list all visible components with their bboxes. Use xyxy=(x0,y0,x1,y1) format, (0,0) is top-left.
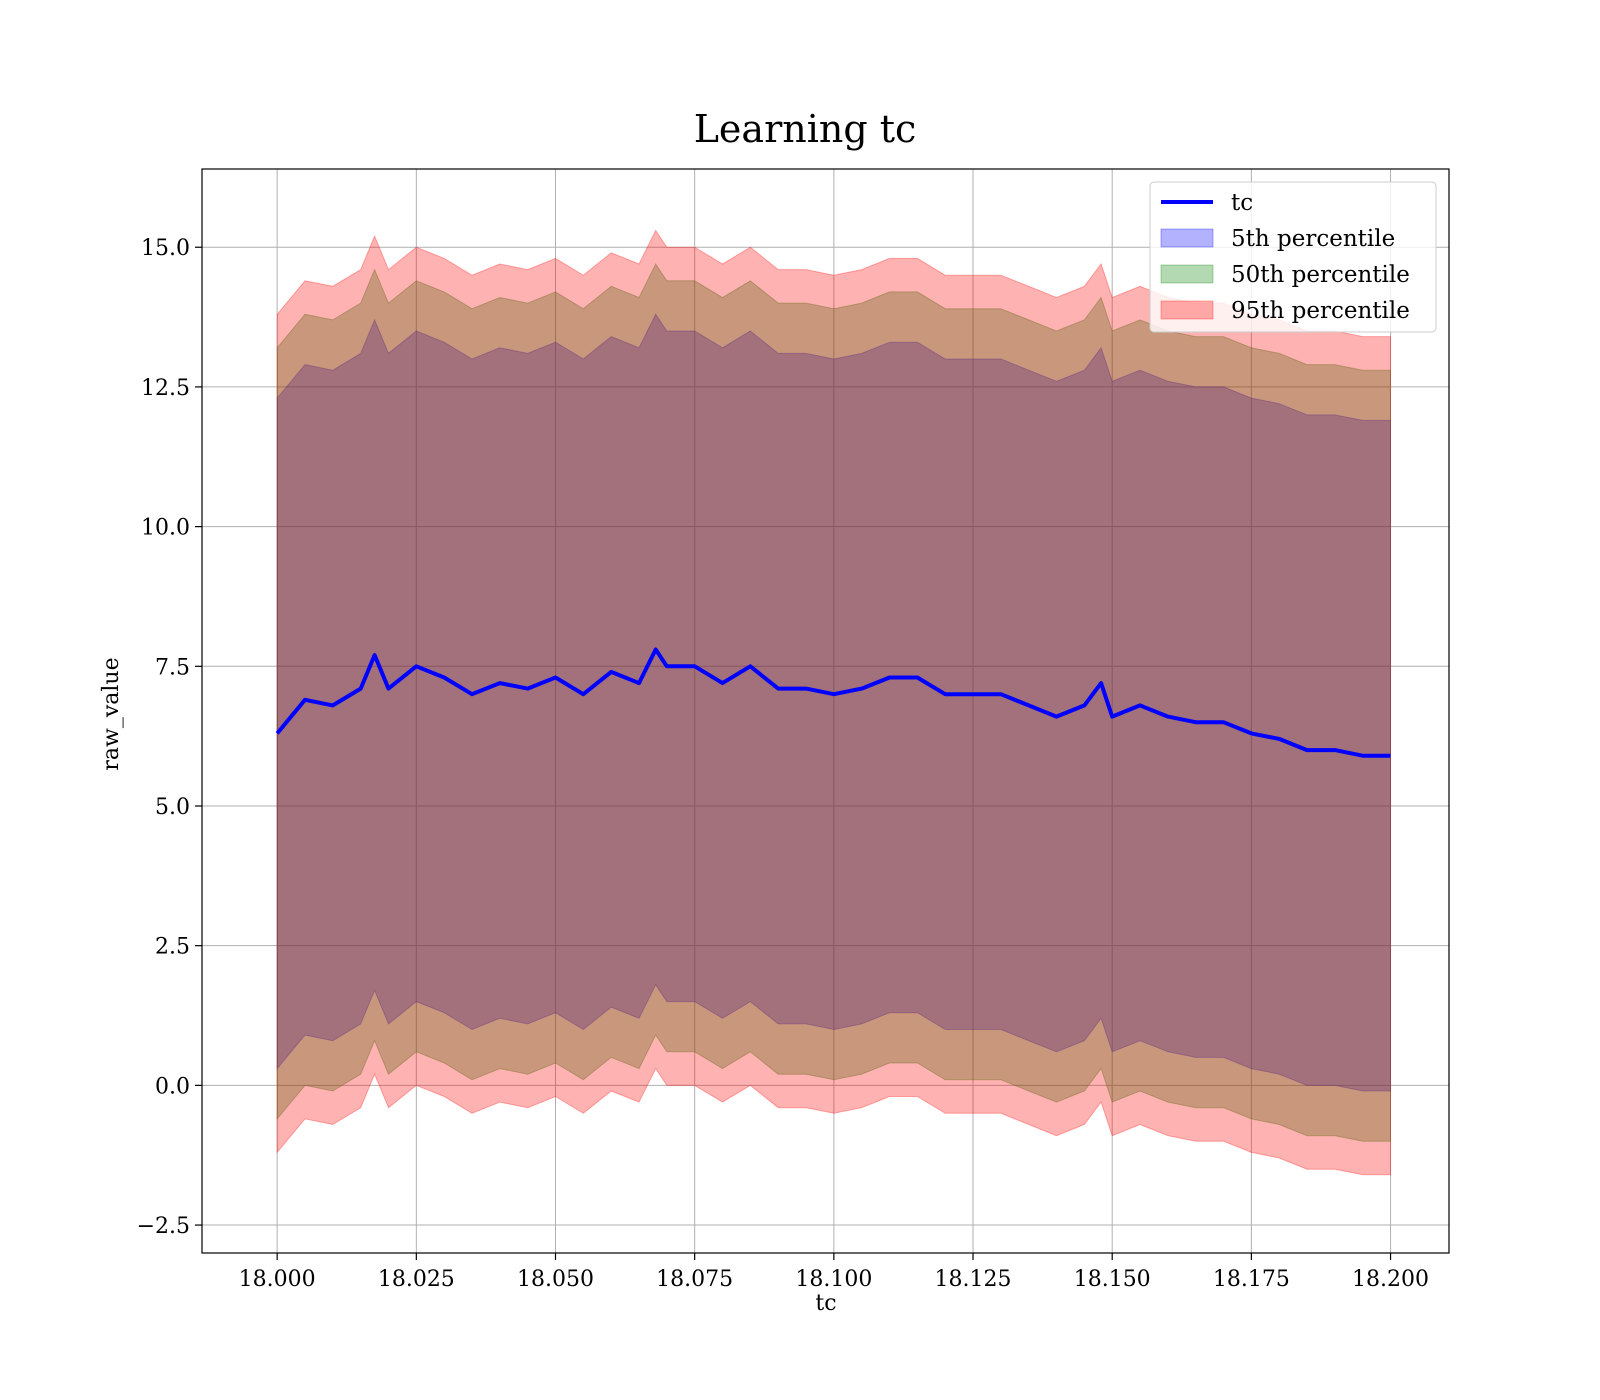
x-tick-label: 18.150 xyxy=(1074,1267,1151,1292)
x-tick-label: 18.125 xyxy=(935,1267,1012,1292)
x-tick-label: 18.100 xyxy=(795,1267,872,1292)
plot-frame xyxy=(201,168,1450,1254)
legend-label: 95th percentile xyxy=(1231,298,1410,324)
x-tick-label: 18.025 xyxy=(378,1267,455,1292)
legend-swatch-band xyxy=(1160,264,1214,284)
y-tick-label: −2.5 xyxy=(137,1214,190,1239)
x-tick-label: 18.200 xyxy=(1352,1267,1429,1292)
grid xyxy=(202,169,1449,1253)
y-axis-ticks: −2.5 0.0 2.5 5.0 7.5 10.0 12.5 15.0 xyxy=(137,236,202,1239)
legend: tc 5th percentile 50th percentile 95th perc… xyxy=(1149,181,1437,333)
legend-swatch-band xyxy=(1160,228,1214,248)
y-axis-label: raw_value xyxy=(99,657,124,770)
tc-line-layer xyxy=(275,647,1391,758)
y-tick-label: 15.0 xyxy=(141,236,190,261)
y-tick-label: 10.0 xyxy=(141,516,190,541)
y-tick-label: 12.5 xyxy=(141,376,190,401)
legend-label: 5th percentile xyxy=(1231,226,1395,252)
legend-label: tc xyxy=(1231,190,1253,216)
x-axis-label: tc xyxy=(815,1291,836,1316)
chart-title: Learning tc xyxy=(694,107,917,151)
y-tick-label: 2.5 xyxy=(155,935,190,960)
x-tick-label: 18.175 xyxy=(1213,1267,1290,1292)
tc-line xyxy=(275,647,1391,758)
x-tick-label: 18.000 xyxy=(239,1267,316,1292)
y-tick-label: 5.0 xyxy=(155,795,190,820)
band-5th-percentile xyxy=(276,313,1391,1092)
legend-swatch-band xyxy=(1160,300,1214,320)
y-tick-label: 0.0 xyxy=(155,1074,190,1099)
x-axis-ticks: 18.000 18.025 18.050 18.075 18.100 18.125 18.1… xyxy=(239,1253,1429,1292)
legend-box xyxy=(1149,181,1437,333)
band-50th-percentile xyxy=(276,263,1391,1142)
percentile-bands xyxy=(276,229,1391,1176)
legend-label: 50th percentile xyxy=(1231,262,1410,288)
y-tick-label: 7.5 xyxy=(155,655,190,680)
band-95th-percentile xyxy=(276,229,1391,1176)
x-tick-label: 18.075 xyxy=(656,1267,733,1292)
x-tick-label: 18.050 xyxy=(517,1267,594,1292)
